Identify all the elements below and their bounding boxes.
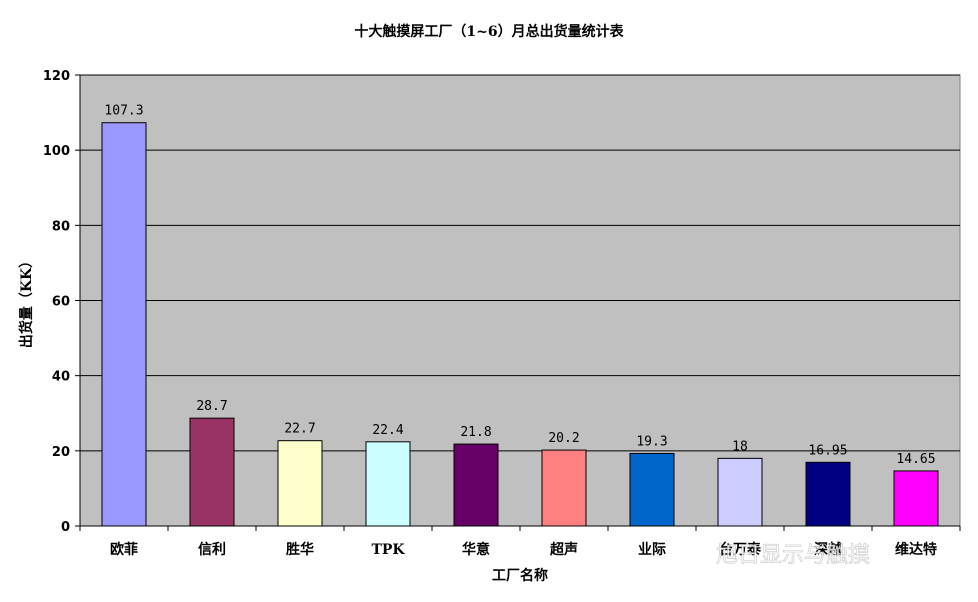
bar — [365, 441, 411, 527]
x-axis-label: 工厂名称 — [492, 567, 548, 584]
data-label: 19.3 — [636, 434, 667, 449]
bar — [541, 449, 587, 527]
x-tick-label: 深越 — [814, 541, 843, 558]
data-labels: 107.3 28.7 22.7 22.4 21.8 20.2 19.3 18 16.95 14.6… — [104, 104, 935, 467]
y-tick-label: 40 — [52, 370, 70, 385]
x-tick-label: 维达特 — [895, 541, 937, 558]
bar — [805, 461, 851, 527]
bar — [277, 440, 323, 527]
data-label: 22.4 — [372, 423, 403, 438]
watermark: 旭日显示与触摸 — [678, 542, 870, 568]
x-tick-label: 台万泰 — [719, 541, 762, 558]
y-tick-label: 120 — [43, 69, 70, 84]
data-label: 14.65 — [896, 452, 935, 467]
data-label: 20.2 — [548, 431, 579, 446]
watermark-text: 旭日显示与触摸 — [716, 543, 870, 568]
x-tick-label: 超声 — [549, 541, 578, 558]
y-tick-label: 80 — [52, 219, 70, 234]
chart-title: 十大触摸屏工厂（1~6）月总出货量统计表 — [354, 23, 624, 40]
bar — [453, 443, 499, 527]
x-tick-label: 华意 — [462, 541, 490, 558]
data-label: 16.95 — [808, 443, 847, 458]
x-tick-label: 欧菲 — [110, 541, 138, 558]
gridlines — [80, 74, 960, 452]
data-label: 107.3 — [104, 104, 143, 119]
x-ticks: 欧菲 信利 胜华 TPK 华意 超声 业际 台万泰 深越 维达特 — [79, 526, 961, 558]
data-label: 21.8 — [460, 425, 491, 440]
y-tick-label: 0 — [61, 520, 70, 535]
bar — [629, 452, 675, 527]
bar — [189, 417, 235, 527]
x-tick-label: TPK — [371, 542, 405, 558]
x-tick-label: 业际 — [638, 542, 666, 558]
y-tick-label: 60 — [52, 295, 70, 310]
x-tick-label: 胜华 — [286, 541, 314, 558]
bar — [101, 122, 147, 527]
y-tick-label: 20 — [52, 445, 70, 460]
bar — [717, 457, 763, 527]
bar — [893, 470, 939, 527]
data-label: 22.7 — [284, 422, 315, 437]
data-label: 18 — [732, 439, 748, 454]
x-tick-label: 信利 — [198, 541, 226, 558]
data-label: 28.7 — [196, 399, 227, 414]
y-ticks: 0 20 40 60 80 100 120 — [43, 69, 80, 535]
y-axis-label: 出货量（KK） — [18, 254, 35, 348]
wechat-icon — [678, 542, 710, 567]
bars — [101, 122, 939, 527]
y-tick-label: 100 — [43, 144, 70, 159]
